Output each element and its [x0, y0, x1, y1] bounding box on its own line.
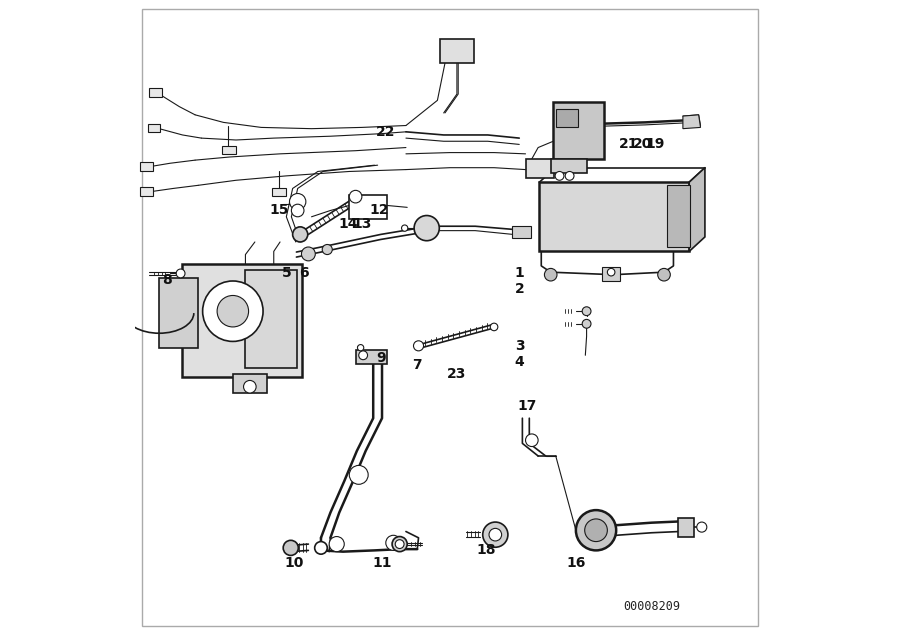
Text: 16: 16 — [566, 556, 586, 570]
Polygon shape — [683, 115, 700, 129]
Bar — [222, 146, 236, 154]
Polygon shape — [539, 182, 689, 251]
Polygon shape — [689, 168, 705, 251]
Circle shape — [489, 528, 501, 541]
Circle shape — [284, 540, 298, 556]
Text: 17: 17 — [518, 399, 536, 413]
Text: 13: 13 — [352, 217, 372, 231]
Circle shape — [544, 269, 557, 281]
Bar — [356, 351, 387, 364]
Circle shape — [176, 269, 185, 278]
Circle shape — [395, 540, 404, 549]
Circle shape — [359, 351, 367, 359]
Text: 10: 10 — [284, 556, 304, 570]
Circle shape — [608, 269, 615, 276]
Bar — [667, 185, 689, 247]
Circle shape — [302, 247, 315, 261]
Circle shape — [349, 465, 368, 485]
Circle shape — [202, 281, 263, 342]
Circle shape — [290, 194, 306, 210]
Bar — [183, 264, 302, 377]
Text: 22: 22 — [376, 125, 395, 139]
Text: 7: 7 — [412, 358, 422, 371]
Bar — [349, 195, 387, 218]
Circle shape — [322, 244, 332, 255]
Circle shape — [582, 319, 591, 328]
Circle shape — [697, 522, 706, 532]
Circle shape — [491, 323, 498, 331]
Text: 18: 18 — [477, 544, 496, 558]
Text: 5: 5 — [282, 267, 292, 281]
Circle shape — [244, 380, 256, 393]
Text: 21: 21 — [618, 137, 638, 151]
Bar — [140, 162, 153, 171]
Text: 3: 3 — [515, 339, 525, 353]
Circle shape — [401, 225, 408, 231]
Text: 8: 8 — [162, 273, 172, 287]
Bar — [246, 271, 297, 368]
Circle shape — [292, 204, 304, 217]
Circle shape — [413, 341, 424, 351]
Circle shape — [582, 307, 591, 316]
Circle shape — [329, 537, 345, 552]
Circle shape — [217, 295, 248, 327]
Bar — [551, 159, 587, 173]
Text: 14: 14 — [338, 217, 358, 231]
Text: 2: 2 — [515, 282, 525, 296]
Text: 15: 15 — [269, 203, 289, 218]
Bar — [512, 226, 531, 237]
Circle shape — [576, 510, 616, 551]
Circle shape — [357, 345, 364, 351]
Text: 6: 6 — [299, 267, 309, 281]
Text: 4: 4 — [515, 354, 525, 368]
Bar — [149, 88, 162, 97]
Bar — [440, 39, 474, 64]
Bar — [554, 102, 604, 159]
Circle shape — [392, 537, 407, 552]
Circle shape — [482, 522, 508, 547]
Circle shape — [315, 542, 328, 554]
Circle shape — [349, 190, 362, 203]
Bar — [148, 124, 160, 133]
Circle shape — [526, 434, 538, 446]
Text: 00008209: 00008209 — [623, 600, 680, 613]
Text: 12: 12 — [370, 203, 390, 218]
Text: 11: 11 — [373, 556, 392, 570]
Bar — [273, 188, 286, 196]
Text: 23: 23 — [446, 367, 466, 381]
Circle shape — [555, 171, 564, 180]
Bar — [233, 374, 267, 393]
Bar — [602, 267, 620, 281]
Circle shape — [386, 535, 400, 551]
Bar — [555, 109, 579, 128]
Circle shape — [414, 215, 439, 241]
Circle shape — [658, 269, 670, 281]
Text: 20: 20 — [633, 137, 652, 151]
Circle shape — [565, 171, 574, 180]
Bar — [159, 279, 198, 348]
Text: 19: 19 — [645, 137, 664, 151]
Circle shape — [585, 519, 608, 542]
Circle shape — [292, 227, 308, 242]
Bar — [678, 518, 694, 537]
Text: 1: 1 — [515, 267, 525, 281]
Text: 9: 9 — [376, 351, 385, 365]
Bar — [526, 159, 554, 178]
Bar — [140, 187, 153, 196]
